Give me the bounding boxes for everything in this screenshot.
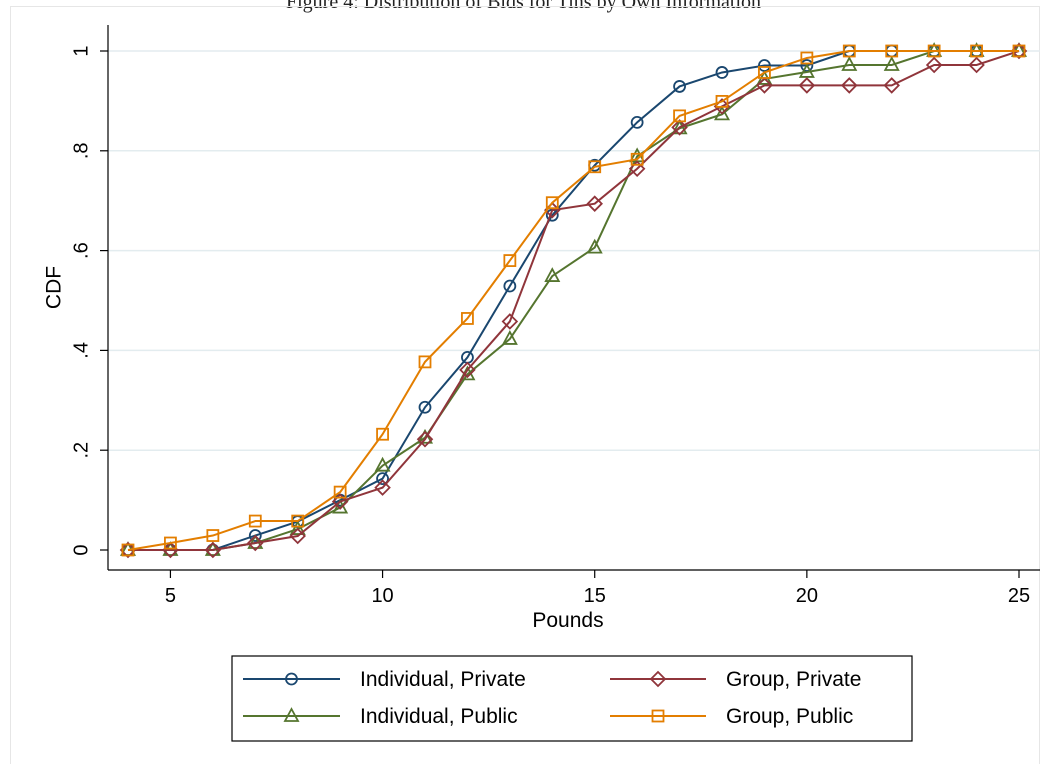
data-point — [842, 44, 856, 58]
data-point — [501, 330, 518, 345]
data-point — [501, 313, 519, 330]
data-point — [758, 66, 771, 79]
data-point — [374, 479, 391, 496]
data-point — [588, 160, 602, 174]
legend-marker — [283, 707, 300, 722]
data-point — [715, 66, 729, 79]
data-point — [673, 80, 686, 93]
data-point — [248, 529, 262, 542]
series-layer — [119, 42, 1028, 559]
series-individual-private — [121, 44, 1026, 557]
series-line — [128, 50, 1019, 551]
legend-entry: Individual, Public — [243, 705, 518, 728]
data-point — [418, 400, 432, 414]
data-point — [545, 196, 559, 210]
data-point — [461, 312, 474, 325]
data-point — [586, 238, 603, 254]
series-line — [128, 50, 1019, 551]
legend-label: Group, Private — [726, 668, 861, 691]
data-point — [927, 44, 941, 58]
series-line — [127, 50, 1019, 551]
data-point — [544, 267, 561, 282]
x-tick-label: 10 — [371, 585, 393, 607]
y-tick-label: .6 — [70, 242, 92, 259]
data-point — [164, 536, 177, 550]
chart-frame — [10, 6, 1040, 764]
data-point — [841, 56, 858, 71]
data-point — [459, 361, 476, 379]
data-point — [121, 543, 135, 557]
legend-box — [231, 655, 913, 742]
x-axis-title: Pounds — [532, 609, 603, 632]
y-tick-label: .8 — [70, 142, 92, 159]
x-tick-label: 25 — [1008, 585, 1030, 607]
data-point — [800, 51, 814, 65]
data-point — [798, 77, 816, 94]
data-point — [291, 514, 305, 528]
legend-entry: Individual, Private — [243, 668, 526, 691]
x-tick-label: 15 — [584, 585, 606, 607]
data-point — [331, 493, 349, 510]
legend-entry: Group, Public — [610, 705, 853, 728]
data-point — [376, 427, 389, 441]
data-point — [374, 456, 391, 472]
data-point — [673, 109, 686, 123]
data-point — [503, 279, 517, 293]
data-point — [713, 105, 731, 121]
data-point — [503, 254, 517, 267]
series-individual-public — [119, 42, 1028, 556]
gridlines — [108, 50, 1040, 451]
data-point — [418, 355, 432, 369]
legend-label: Individual, Private — [360, 668, 526, 691]
data-point — [925, 56, 943, 74]
data-point — [204, 541, 222, 559]
y-tick-label: 0 — [70, 544, 92, 555]
data-point — [416, 430, 434, 448]
series-group-private — [119, 42, 1028, 559]
legend-marker — [651, 709, 665, 723]
x-tick-label: 20 — [796, 585, 818, 607]
legend-entry: Group, Private — [610, 668, 861, 691]
data-point — [883, 77, 900, 94]
data-point — [756, 77, 773, 94]
y-tick-label: .2 — [70, 442, 92, 459]
data-point — [968, 56, 985, 74]
data-point — [970, 44, 983, 58]
legend-marker — [285, 672, 298, 686]
y-tick-label: 1 — [70, 45, 92, 56]
y-tick-label: .4 — [70, 342, 92, 359]
data-point — [671, 119, 688, 136]
data-point — [206, 529, 220, 542]
y-axis-title: CDF — [43, 266, 66, 309]
data-point — [883, 56, 900, 71]
legend-label: Individual, Public — [360, 705, 518, 728]
data-point — [247, 534, 264, 552]
legend: Individual, Private Group, Private Individ… — [231, 655, 913, 742]
data-point — [248, 514, 262, 528]
data-point — [289, 520, 306, 535]
data-point — [630, 115, 644, 129]
legend-label: Group, Public — [726, 705, 853, 728]
axes: 0.2.4.6.815 10 15 20 25 — [70, 25, 1040, 607]
data-point — [630, 152, 644, 166]
data-point — [1012, 44, 1026, 58]
data-point — [289, 527, 306, 545]
data-point — [841, 77, 858, 94]
data-point — [586, 195, 603, 212]
x-tick-label: 5 — [165, 585, 176, 607]
data-point — [798, 63, 815, 78]
data-point — [333, 485, 347, 499]
legend-marker — [649, 670, 667, 688]
data-point — [885, 44, 899, 58]
data-point — [628, 160, 646, 178]
series-line — [128, 50, 1020, 551]
data-point — [376, 472, 389, 486]
data-point — [715, 94, 729, 108]
series-group-public — [121, 44, 1026, 557]
